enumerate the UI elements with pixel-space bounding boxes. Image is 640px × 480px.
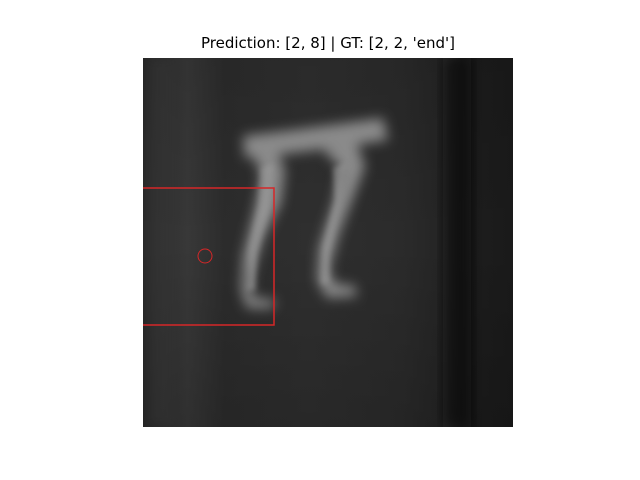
figure-title: Prediction: [2, 8] | GT: [2, 2, 'end'] xyxy=(200,34,456,52)
house-number-photo xyxy=(143,58,513,427)
image-axes xyxy=(143,58,513,427)
